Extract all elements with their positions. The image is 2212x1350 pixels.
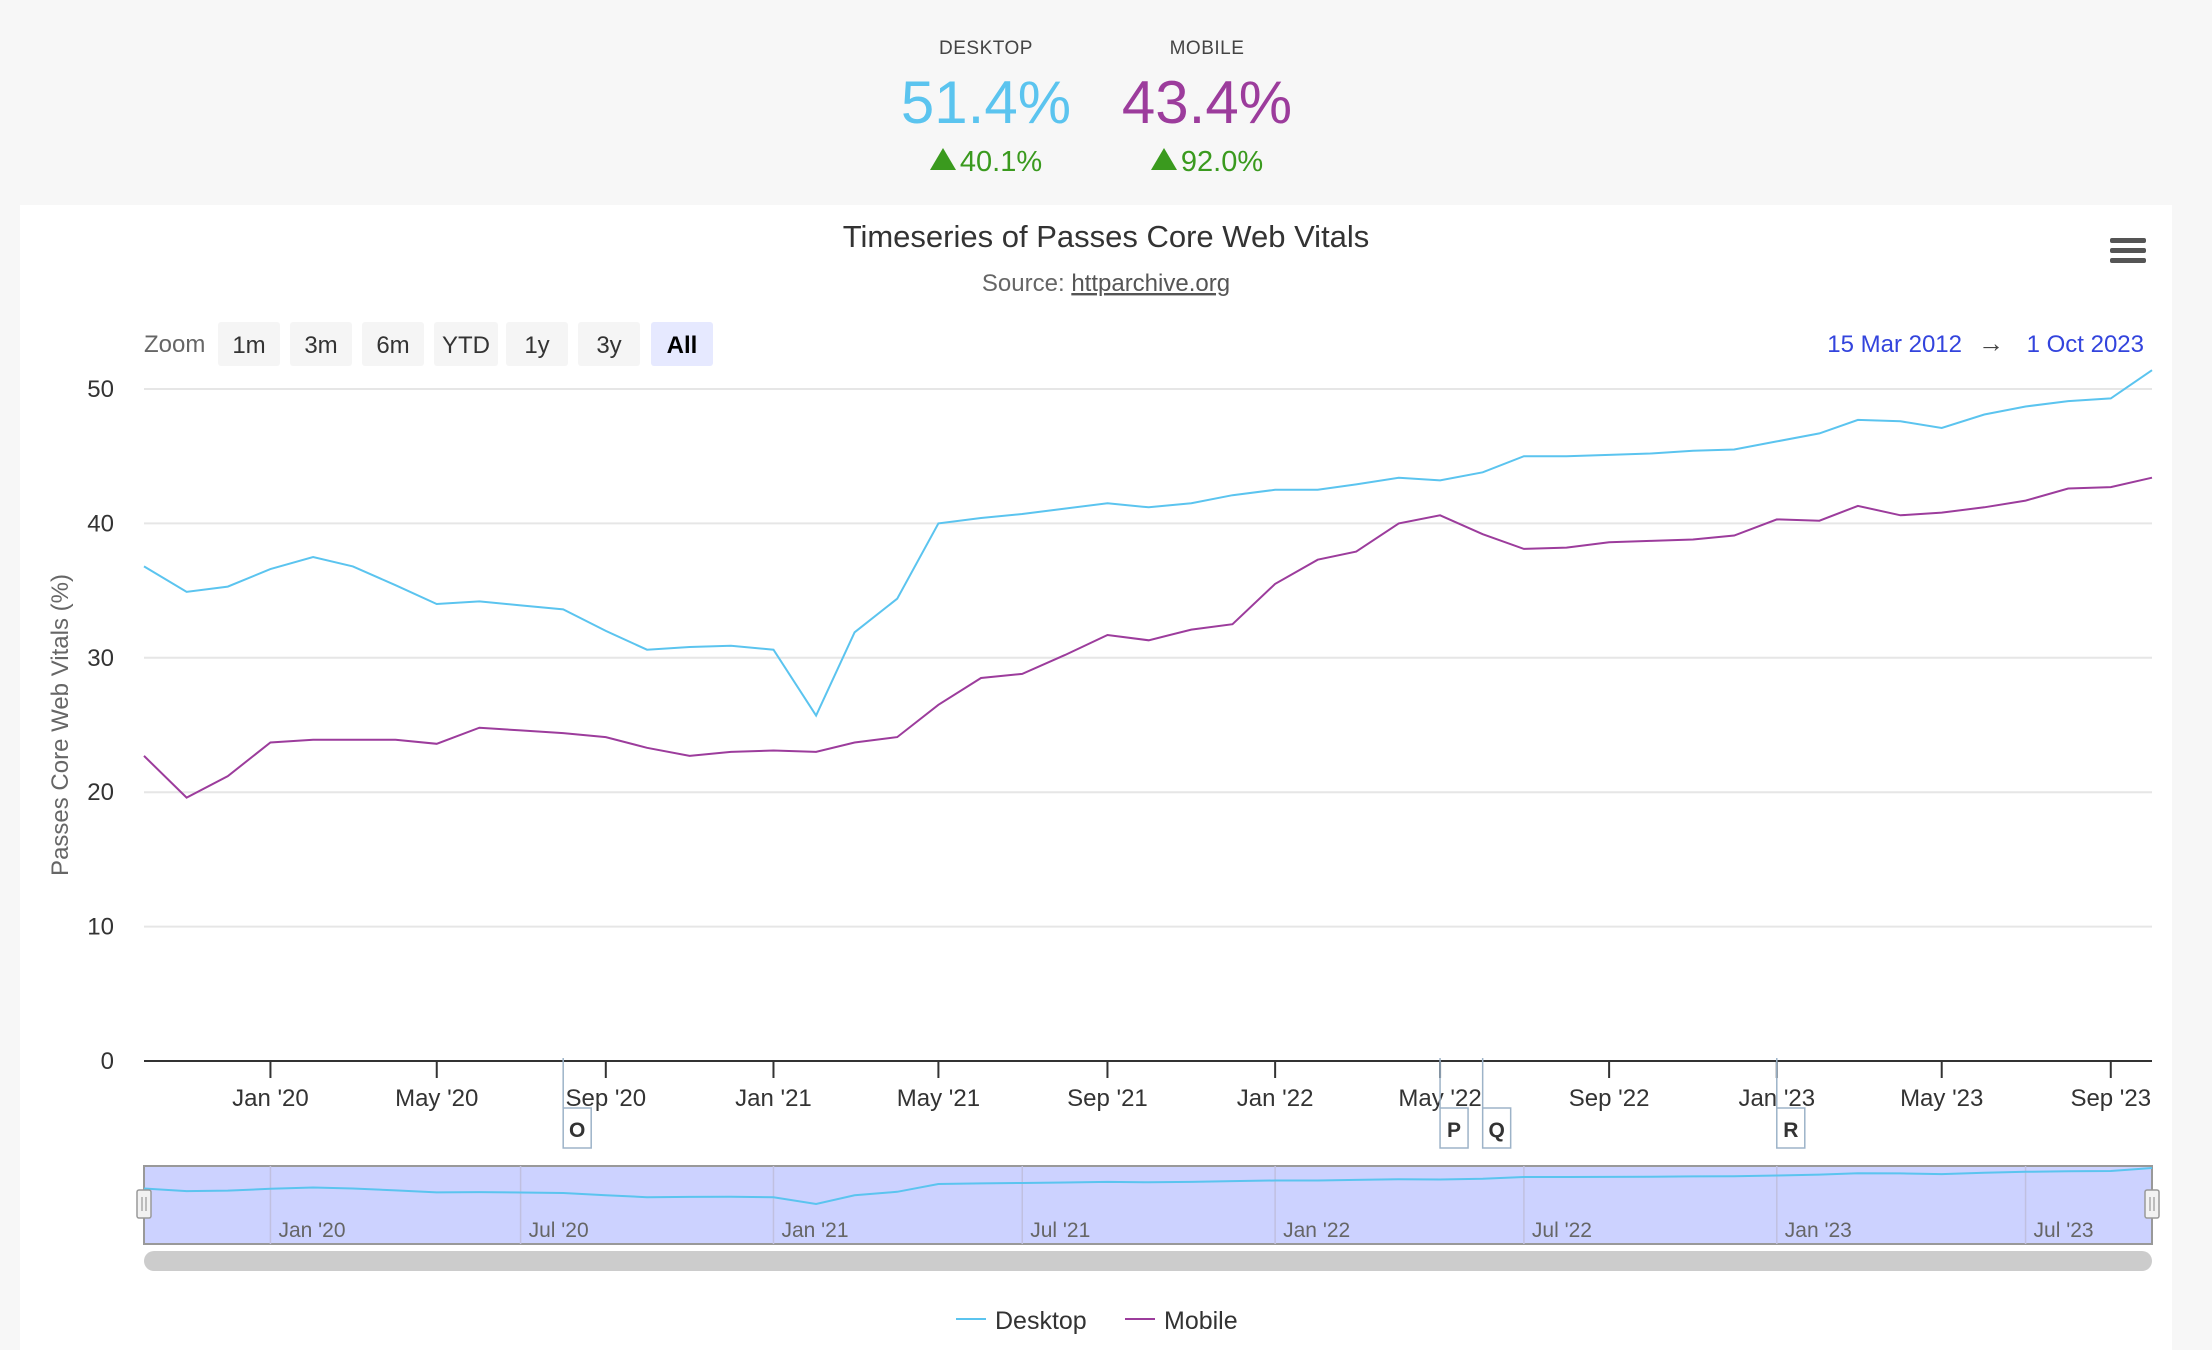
desktop-metric-change: 40.1%	[866, 146, 1106, 179]
zoom-button-label[interactable]: 3m	[304, 332, 337, 359]
flag-label[interactable]: O	[569, 1119, 585, 1142]
mobile-metric-change: 92.0%	[1087, 146, 1327, 179]
range-start-input[interactable]: 15 Mar 2012	[1827, 331, 1962, 358]
flag-p[interactable]: P	[1439, 1058, 1469, 1149]
navigator[interactable]: Jan '20 Jul '20 Jan '21 Jul '21 Jan '22 Jul '…	[136, 1165, 2160, 1245]
zoom-button-6m[interactable]: 6m	[362, 322, 424, 366]
mobile-metric-label: MOBILE	[1169, 38, 1245, 59]
chart-subtitle: Source: httparchive.org	[982, 270, 1230, 297]
hamburger-menu-icon[interactable]	[2110, 238, 2146, 268]
navigator-tick-label: Jan '20	[278, 1219, 345, 1242]
flag-q[interactable]: Q	[1481, 1058, 1512, 1149]
zoom-button-bg[interactable]	[651, 322, 713, 366]
series-mobile	[143, 476, 2153, 799]
zoom-button-label[interactable]: 3y	[596, 332, 621, 359]
zoom-button-3m[interactable]: 3m	[290, 322, 352, 366]
zoom-button-3y[interactable]: 3y	[578, 322, 640, 366]
x-tick-label: Sep '22	[1569, 1085, 1650, 1112]
zoom-button-1y[interactable]: 1y	[506, 322, 568, 366]
y-tick-label: 30	[87, 645, 114, 672]
zoom-button-bg[interactable]	[578, 322, 640, 366]
flag-label[interactable]: R	[1783, 1119, 1798, 1142]
flag-label[interactable]: Q	[1488, 1119, 1504, 1142]
navigator-tick-label: Jul '20	[529, 1219, 589, 1242]
zoom-button-label[interactable]: 1m	[232, 332, 265, 359]
desktop-metric: DESKTOP 51.4% 40.1%	[866, 38, 1106, 179]
mobile-change-value: 92.0%	[1180, 146, 1264, 178]
zoom-button-label[interactable]: 1y	[524, 332, 549, 359]
arrow-up-icon	[1150, 148, 1177, 170]
zoom-button-bg[interactable]	[506, 322, 568, 366]
chart-panel	[20, 205, 2172, 1350]
legend: Desktop Mobile	[956, 1307, 1238, 1335]
zoom-button-bg[interactable]	[362, 322, 424, 366]
series-desktop	[143, 369, 2153, 718]
x-tick-label: Sep '23	[2070, 1085, 2151, 1112]
navigator-tick-label: Jan '23	[1785, 1219, 1852, 1242]
legend-item-mobile[interactable]: Mobile	[1125, 1307, 1238, 1335]
y-tick-label: 0	[101, 1048, 114, 1075]
zoom-button-bg[interactable]	[218, 322, 280, 366]
zoom-button-bg[interactable]	[290, 322, 352, 366]
navigator-selection[interactable]	[143, 1165, 2153, 1245]
flag-o[interactable]: O	[562, 1058, 592, 1149]
x-tick-label: May '23	[1900, 1085, 1983, 1112]
range-end-input[interactable]: 1 Oct 2023	[2027, 331, 2144, 358]
navigator-right-handle[interactable]	[2144, 1189, 2160, 1219]
flag-box[interactable]	[1439, 1107, 1469, 1149]
zoom-button-ytd[interactable]: YTD	[434, 322, 498, 366]
series-line-mobile	[143, 476, 2153, 799]
navigator-tick-label: Jul '22	[1532, 1219, 1592, 1242]
zoom-button-label[interactable]: YTD	[442, 332, 490, 359]
flag-label[interactable]: P	[1447, 1119, 1461, 1142]
summary-bar: DESKTOP 51.4% 40.1% MOBILE 43.4% 92.0%	[0, 0, 2212, 205]
legend-item-desktop[interactable]: Desktop	[956, 1307, 1087, 1335]
mobile-metric-value: 43.4%	[1121, 69, 1293, 136]
desktop-metric-value: 51.4%	[900, 69, 1072, 136]
range-arrow: →	[1978, 328, 2004, 358]
navigator-series-line	[143, 1167, 2153, 1206]
source-link[interactable]: httparchive.org	[1071, 270, 1230, 297]
flag-box[interactable]	[562, 1107, 592, 1149]
desktop-change-value: 40.1%	[959, 146, 1043, 178]
legend-label[interactable]: Desktop	[995, 1307, 1087, 1335]
navigator-tick-label: Jul '23	[2034, 1219, 2094, 1242]
zoom-button-all[interactable]: All	[651, 322, 713, 366]
y-axis-title: Passes Core Web Vitals (%)	[47, 574, 74, 876]
zoom-button-bg[interactable]	[434, 322, 498, 366]
zoom-label: Zoom	[144, 331, 205, 358]
x-tick-label: Sep '21	[1067, 1085, 1148, 1112]
flag-r[interactable]: R	[1776, 1058, 1806, 1149]
x-tick-label: May '21	[897, 1085, 980, 1112]
y-tick-label: 50	[87, 376, 114, 403]
x-tick-label: Jan '20	[232, 1085, 309, 1112]
y-tick-label: 40	[87, 510, 114, 537]
arrow-up-icon	[929, 148, 956, 170]
navigator-tick-label: Jul '21	[1030, 1219, 1090, 1242]
navigator-scrollbar[interactable]	[144, 1251, 2152, 1271]
x-tick-label: Jan '21	[735, 1085, 812, 1112]
navigator-tick-label: Jan '22	[1283, 1219, 1350, 1242]
series-line-desktop	[143, 369, 2153, 718]
handle-body[interactable]	[2144, 1189, 2160, 1219]
zoom-button-label[interactable]: 6m	[376, 332, 409, 359]
navigator-left-handle[interactable]	[136, 1189, 152, 1219]
x-tick-label: Jan '22	[1237, 1085, 1314, 1112]
flag-box[interactable]	[1481, 1107, 1512, 1149]
y-tick-label: 10	[87, 914, 114, 941]
handle-body[interactable]	[136, 1189, 152, 1219]
x-tick-label: May '20	[395, 1085, 478, 1112]
navigator-tick-label: Jan '21	[781, 1219, 848, 1242]
flag-box[interactable]	[1776, 1107, 1806, 1149]
y-tick-label: 20	[87, 779, 114, 806]
mobile-metric: MOBILE 43.4% 92.0%	[1087, 38, 1327, 179]
legend-label[interactable]: Mobile	[1164, 1307, 1238, 1335]
chart-title: Timeseries of Passes Core Web Vitals	[843, 219, 1370, 254]
desktop-metric-label: DESKTOP	[939, 38, 1033, 59]
zoom-button-label[interactable]: All	[667, 332, 698, 359]
zoom-button-1m[interactable]: 1m	[218, 322, 280, 366]
